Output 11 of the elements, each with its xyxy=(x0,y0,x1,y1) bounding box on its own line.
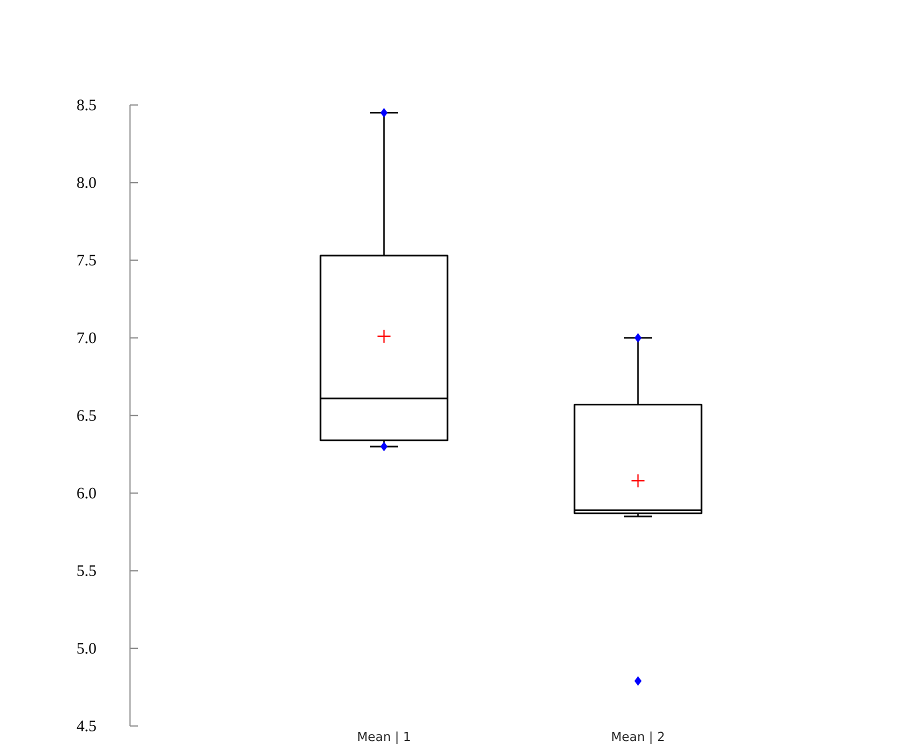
y-tick-label: 6.5 xyxy=(77,410,96,421)
x-tick-label: Mean | 1 xyxy=(358,732,410,744)
y-tick-label: 7.5 xyxy=(78,254,96,266)
y-tick-label: 5.0 xyxy=(77,642,96,654)
y-tick-label: 5.5 xyxy=(77,565,96,576)
y-tick-label: 8.5 xyxy=(77,100,96,110)
x-tick-label: Mean | 2 xyxy=(612,732,664,744)
y-tick-label: 4.5 xyxy=(76,720,96,732)
y-tick-label: 6.0 xyxy=(77,488,96,499)
y-tick-label: 7.0 xyxy=(78,332,96,344)
y-tick-label: 8.0 xyxy=(77,177,96,188)
